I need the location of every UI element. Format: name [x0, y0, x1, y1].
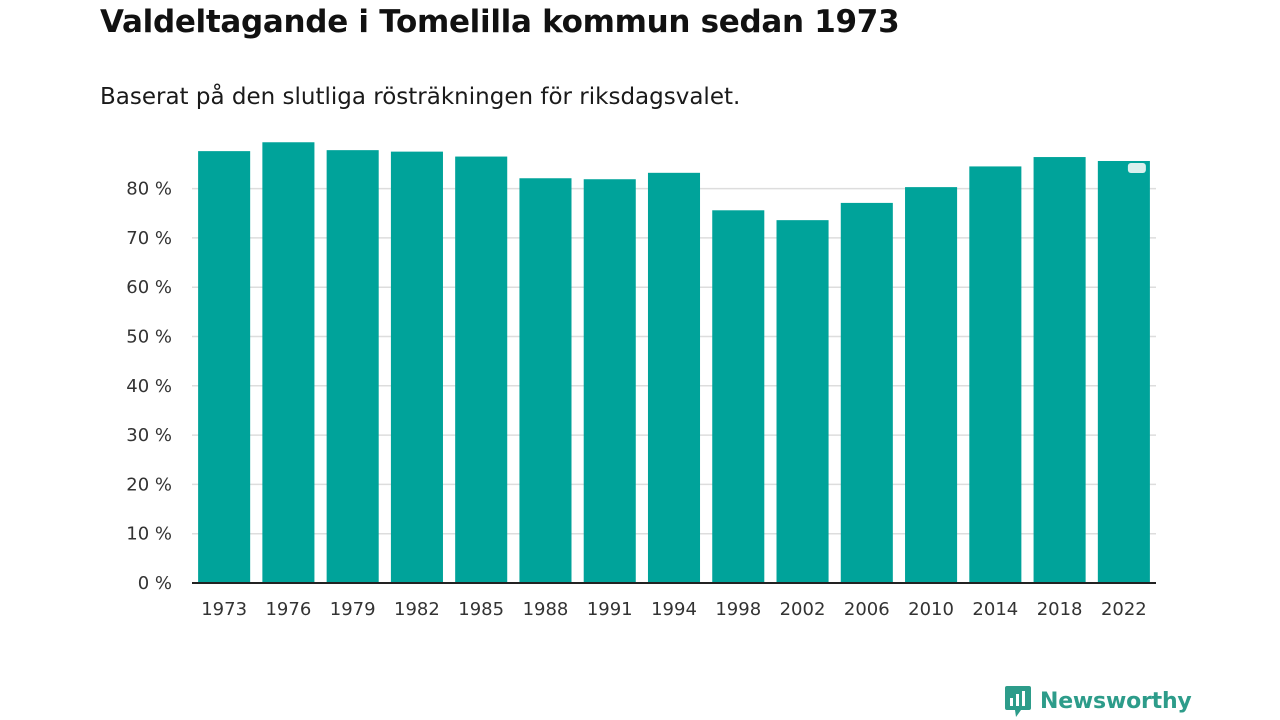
bar: [455, 156, 508, 583]
bar: [712, 210, 765, 584]
x-tick-label: 2010: [908, 599, 954, 620]
x-tick-label: 2022: [1101, 599, 1147, 620]
bar: [583, 179, 636, 584]
x-tick-label: 1988: [523, 599, 569, 620]
newsworthy-logo-icon: [1005, 686, 1031, 717]
x-tick-label: 1991: [587, 599, 633, 620]
x-tick-label: 1973: [201, 599, 247, 620]
y-tick-label: 20 %: [126, 474, 172, 495]
bar: [840, 202, 893, 583]
chart-subtitle: Baserat på den slutliga rösträkningen fö…: [100, 84, 741, 110]
y-tick-label: 80 %: [126, 179, 172, 200]
bar: [198, 151, 251, 583]
latest-value-marker: [1127, 162, 1146, 173]
bar: [390, 151, 443, 584]
x-tick-label: 2018: [1037, 599, 1083, 620]
y-tick-label: 50 %: [126, 327, 172, 348]
x-tick-label: 1982: [394, 599, 440, 620]
x-tick-label: 1979: [330, 599, 376, 620]
bar: [905, 187, 958, 583]
y-tick-label: 40 %: [126, 376, 172, 397]
bar: [969, 166, 1022, 584]
x-tick-label: 1998: [715, 599, 761, 620]
bar: [326, 150, 379, 583]
bar: [1097, 160, 1150, 584]
x-tick-label: 1994: [651, 599, 697, 620]
x-tick-label: 2002: [780, 599, 826, 620]
y-tick-label: 60 %: [126, 277, 172, 298]
x-tick-label: 2006: [844, 599, 890, 620]
chart-title: Valdeltagande i Tomelilla kommun sedan 1…: [100, 4, 900, 40]
x-tick-label: 2014: [972, 599, 1018, 620]
newsworthy-logo-text: Newsworthy: [1040, 688, 1192, 714]
x-tick-label: 1985: [458, 599, 504, 620]
newsworthy-logo: Newsworthy: [1004, 684, 1192, 718]
x-tick-label: 1976: [265, 599, 311, 620]
bar: [519, 178, 572, 583]
bar: [776, 220, 829, 583]
y-tick-label: 70 %: [126, 228, 172, 249]
y-tick-label: 0 %: [138, 573, 172, 594]
bar: [647, 172, 701, 583]
bar: [262, 142, 315, 583]
y-tick-label: 30 %: [126, 425, 172, 446]
bar: [1033, 157, 1086, 584]
y-tick-label: 10 %: [126, 524, 172, 545]
